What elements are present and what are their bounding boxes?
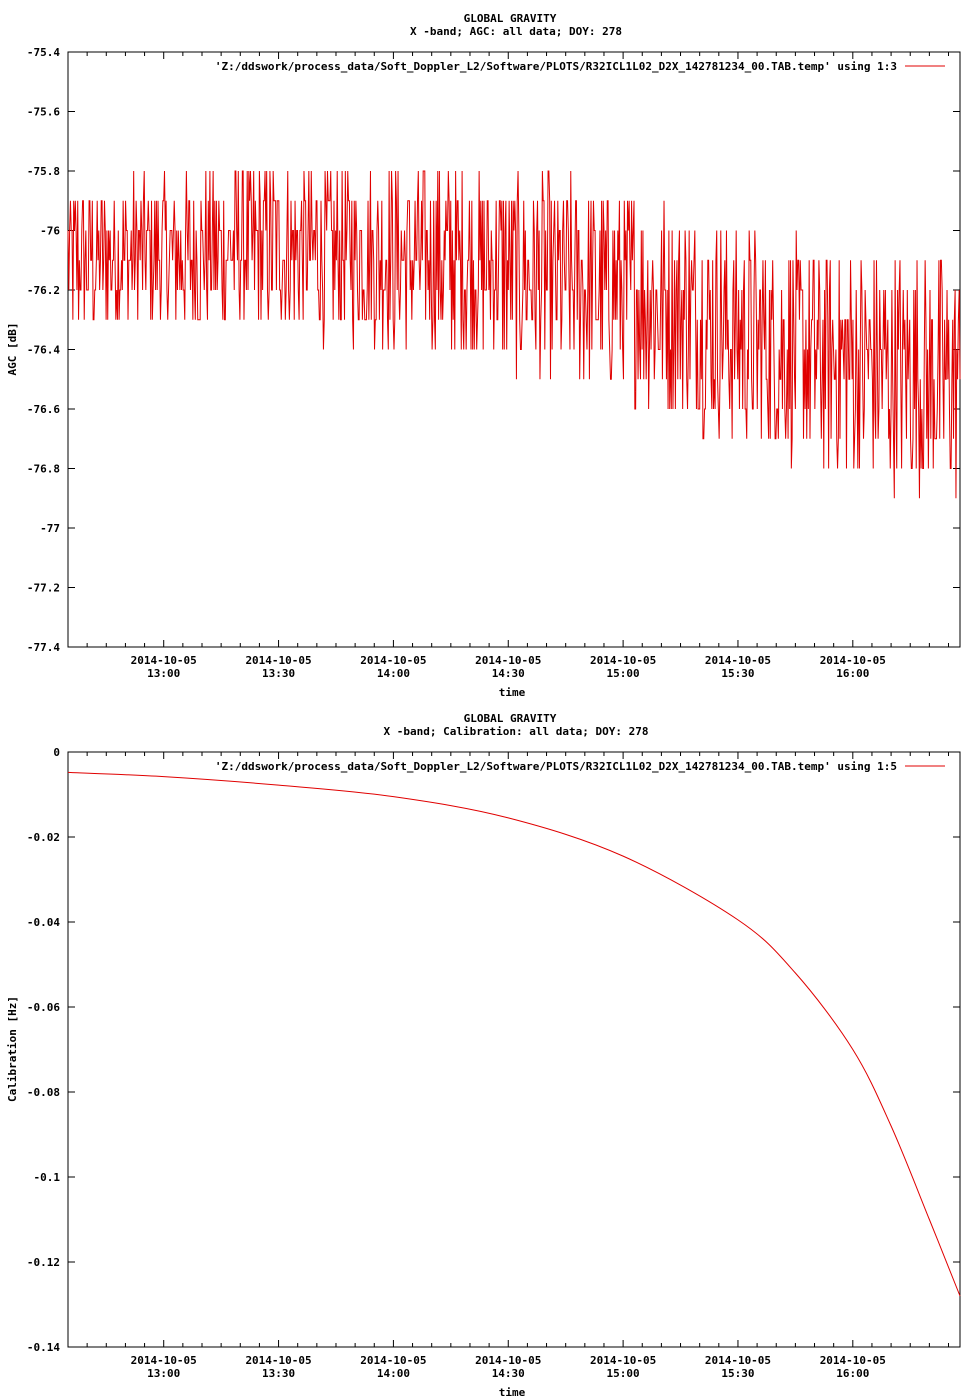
x-tick-date-label: 2014-10-05 bbox=[820, 1354, 886, 1367]
y-tick-label: -0.04 bbox=[27, 916, 60, 929]
x-tick-time-label: 14:00 bbox=[377, 667, 410, 680]
x-tick-time-label: 13:00 bbox=[147, 667, 180, 680]
chart-title: GLOBAL GRAVITY bbox=[464, 12, 557, 25]
y-tick-label: -0.06 bbox=[27, 1001, 60, 1014]
x-tick-time-label: 13:30 bbox=[262, 667, 295, 680]
x-tick-date-label: 2014-10-05 bbox=[131, 1354, 197, 1367]
y-axis-label: AGC [dB] bbox=[6, 323, 19, 376]
y-tick-label: -0.14 bbox=[27, 1341, 60, 1354]
x-tick-time-label: 13:30 bbox=[262, 1367, 295, 1380]
calibration-chart: GLOBAL GRAVITY X -band; Calibration: all… bbox=[6, 712, 961, 1399]
x-axis-label: time bbox=[499, 1386, 526, 1399]
x-tick-time-label: 15:00 bbox=[607, 1367, 640, 1380]
x-axis-label: time bbox=[499, 686, 526, 699]
x-tick-date-label: 2014-10-05 bbox=[360, 1354, 426, 1367]
x-tick-time-label: 16:00 bbox=[836, 667, 869, 680]
y-tick-label: -75.8 bbox=[27, 165, 60, 178]
x-tick-date-label: 2014-10-05 bbox=[475, 1354, 541, 1367]
legend-label: 'Z:/ddswork/process_data/Soft_Doppler_L2… bbox=[215, 60, 897, 73]
chart-subtitle: X -band; AGC: all data; DOY: 278 bbox=[410, 25, 622, 38]
x-tick-date-label: 2014-10-05 bbox=[475, 654, 541, 667]
y-tick-label: -75.4 bbox=[27, 46, 60, 59]
x-tick-date-label: 2014-10-05 bbox=[360, 654, 426, 667]
x-tick-date-label: 2014-10-05 bbox=[590, 1354, 656, 1367]
y-tick-label: -76.6 bbox=[27, 403, 60, 416]
x-tick-date-label: 2014-10-05 bbox=[245, 654, 311, 667]
x-tick-time-label: 13:00 bbox=[147, 1367, 180, 1380]
y-tick-label: -0.02 bbox=[27, 831, 60, 844]
plot-frame bbox=[67, 751, 961, 1348]
x-tick-date-label: 2014-10-05 bbox=[705, 654, 771, 667]
chart-subtitle: X -band; Calibration: all data; DOY: 278 bbox=[384, 725, 649, 738]
x-tick-date-label: 2014-10-05 bbox=[131, 654, 197, 667]
y-tick-label: -76 bbox=[40, 225, 60, 238]
series-line bbox=[67, 771, 961, 1297]
y-tick-label: -76.4 bbox=[27, 344, 60, 357]
y-tick-label: 0 bbox=[53, 746, 60, 759]
y-tick-label: -0.08 bbox=[27, 1086, 60, 1099]
x-tick-time-label: 15:30 bbox=[721, 667, 754, 680]
x-tick-time-label: 15:30 bbox=[721, 1367, 754, 1380]
y-axis-label: Calibration [Hz] bbox=[6, 996, 19, 1102]
y-tick-label: -76.8 bbox=[27, 463, 60, 476]
y-tick-label: -76.2 bbox=[27, 284, 60, 297]
series-line bbox=[67, 170, 961, 499]
y-tick-label: -0.1 bbox=[34, 1171, 61, 1184]
y-tick-label: -77.4 bbox=[27, 641, 60, 654]
legend-label: 'Z:/ddswork/process_data/Soft_Doppler_L2… bbox=[215, 760, 897, 773]
y-tick-label: -75.6 bbox=[27, 106, 60, 119]
x-tick-date-label: 2014-10-05 bbox=[590, 654, 656, 667]
chart-title: GLOBAL GRAVITY bbox=[464, 712, 557, 725]
y-tick-label: -0.12 bbox=[27, 1256, 60, 1269]
x-tick-time-label: 14:30 bbox=[492, 1367, 525, 1380]
x-tick-time-label: 16:00 bbox=[836, 1367, 869, 1380]
agc-chart: GLOBAL GRAVITY X -band; AGC: all data; D… bbox=[6, 12, 961, 699]
x-tick-date-label: 2014-10-05 bbox=[820, 654, 886, 667]
y-tick-label: -77.2 bbox=[27, 582, 60, 595]
x-tick-time-label: 14:30 bbox=[492, 667, 525, 680]
x-tick-time-label: 15:00 bbox=[607, 667, 640, 680]
x-tick-date-label: 2014-10-05 bbox=[705, 1354, 771, 1367]
y-tick-label: -77 bbox=[40, 522, 60, 535]
x-tick-date-label: 2014-10-05 bbox=[245, 1354, 311, 1367]
x-tick-time-label: 14:00 bbox=[377, 1367, 410, 1380]
